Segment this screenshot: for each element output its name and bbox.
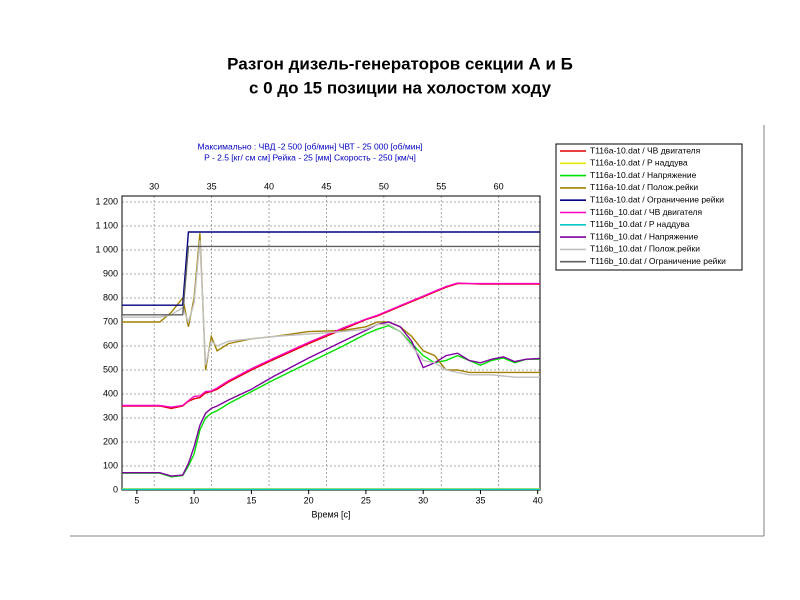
- y-tick-label: 100: [103, 460, 118, 470]
- x-tick-label: 30: [418, 495, 428, 505]
- x2-tick-label: 45: [321, 181, 331, 191]
- series-line: [122, 240, 540, 378]
- y-tick-label: 700: [103, 316, 118, 326]
- x-axis-label: Время [с]: [311, 509, 350, 519]
- x-tick-label: 35: [475, 495, 485, 505]
- y-tick-label: 900: [103, 268, 118, 278]
- legend-label: T116a-10.dat / P наддува: [590, 158, 688, 168]
- y-tick-label: 1 000: [95, 244, 118, 254]
- x2-tick-label: 30: [149, 181, 159, 191]
- annotation: P - 2.5 [кг/ см см] Рейка - 25 [мм] Скор…: [204, 152, 416, 162]
- series-line: [122, 282, 540, 408]
- y-tick-label: 1 100: [95, 220, 118, 230]
- x2-tick-label: 55: [436, 181, 446, 191]
- y-tick-label: 0: [113, 484, 118, 494]
- legend-label: T116a-10.dat / Ограничение рейки: [590, 194, 724, 204]
- x-tick-label: 5: [134, 495, 139, 505]
- x-tick-label: 15: [246, 495, 256, 505]
- series-line: [122, 245, 540, 316]
- series-line: [122, 321, 541, 477]
- x-tick-label: 40: [533, 495, 543, 505]
- x2-tick-label: 40: [264, 181, 274, 191]
- y-tick-label: 200: [103, 436, 118, 446]
- legend-label: T116b_10.dat / ЧВ двигателя: [590, 207, 702, 217]
- chart-title: Разгон дизель-генераторов секции А и Б: [227, 54, 573, 73]
- plot-frame: [121, 195, 541, 491]
- x-tick-label: 20: [304, 495, 314, 505]
- x2-tick-label: 35: [207, 181, 217, 191]
- legend-label: T116a-10.dat / Полож.рейки: [590, 182, 698, 192]
- series-line: [122, 231, 540, 306]
- legend-label: T116b_10.dat / P наддува: [590, 219, 690, 229]
- legend-label: T116a-10.dat / Напряжение: [590, 170, 697, 180]
- x-tick-label: 25: [361, 495, 371, 505]
- chart-title: с 0 до 15 позиции на холостом ходу: [249, 78, 552, 97]
- legend-label: T116b_10.dat / Напряжение: [590, 231, 698, 241]
- x2-tick-label: 60: [494, 181, 504, 191]
- series-line: [122, 324, 540, 478]
- x2-tick-label: 50: [379, 181, 389, 191]
- y-tick-label: 800: [103, 292, 118, 302]
- legend-label: T116a-10.dat / ЧВ двигателя: [590, 145, 701, 155]
- y-tick-label: 400: [103, 388, 118, 398]
- annotation: Максимально : ЧВД -2 500 [об/мин] ЧВТ - …: [197, 141, 422, 151]
- y-tick-label: 500: [103, 364, 118, 374]
- y-tick-label: 600: [103, 340, 118, 350]
- y-tick-label: 1 200: [95, 196, 118, 206]
- legend-label: T116b_10.dat / Ограничение рейки: [590, 256, 726, 266]
- x-tick-label: 10: [189, 495, 199, 505]
- legend-box: [555, 143, 743, 271]
- legend-label: T116b_10.dat / Полож.рейки: [590, 244, 700, 254]
- series-line: [122, 233, 540, 374]
- y-tick-label: 300: [103, 412, 118, 422]
